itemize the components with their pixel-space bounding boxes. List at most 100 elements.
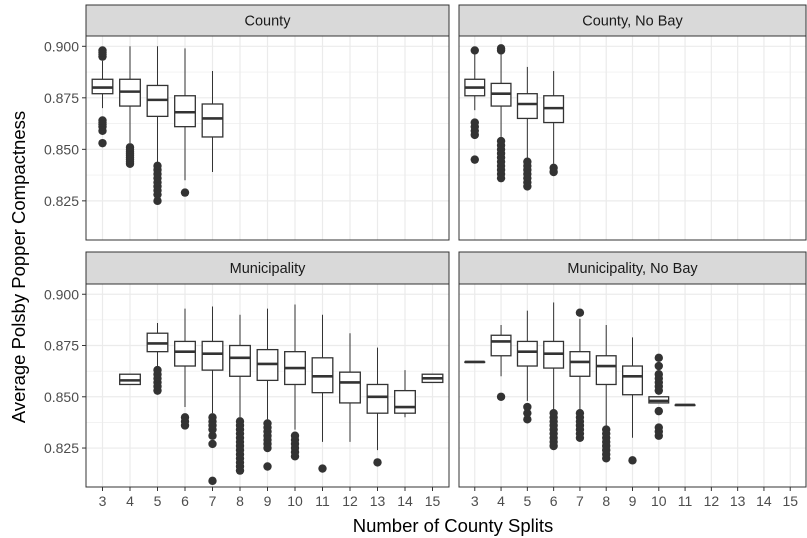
outlier-point (470, 46, 479, 55)
x-tick-label: 3 (471, 493, 479, 509)
box-municipality-x5 (146, 322, 169, 395)
x-tick-label: 8 (602, 493, 610, 509)
box-iqr (174, 340, 196, 367)
box-municipality-no-bay-x11 (674, 403, 696, 407)
box-county-x5 (146, 46, 169, 206)
box-municipality-no-bay-x7 (569, 308, 591, 442)
box-municipality-no-bay-x9 (621, 337, 644, 465)
facet-panel-county-no-bay: County, No Bay (458, 4, 807, 241)
x-tick-label: 8 (236, 493, 244, 509)
box-municipality-x8 (229, 314, 251, 475)
outlier-point (496, 136, 506, 146)
x-tick-label: 5 (523, 493, 531, 509)
x-tick-label: 9 (629, 493, 637, 509)
x-tick-label: 15 (425, 493, 441, 509)
box-municipality-no-bay-x4 (490, 325, 512, 401)
outlier-point (180, 188, 190, 197)
outlier-point (654, 361, 663, 371)
x-tick-label: 7 (576, 493, 584, 509)
x-tick-label: 10 (651, 493, 667, 509)
box-municipality-x11 (311, 314, 334, 473)
box-municipality-x13 (366, 347, 389, 467)
y-tick-label: 0.825 (44, 440, 79, 456)
outlier-point (153, 365, 162, 375)
outlier-point (549, 163, 558, 173)
outlier-point (263, 419, 272, 428)
box-iqr (201, 340, 224, 371)
outlier-point (318, 464, 327, 473)
box-iqr (394, 389, 416, 414)
outlier-point (602, 425, 611, 434)
x-tick-label: 4 (126, 493, 134, 509)
y-tick-label: 0.850 (44, 141, 79, 157)
box-county-x3 (91, 46, 114, 148)
outlier-point (208, 439, 217, 449)
box-municipality-no-bay-x8 (595, 325, 617, 463)
outlier-point (628, 456, 637, 465)
x-tick-label: 11 (678, 493, 693, 509)
box-municipality-no-bay-x6 (543, 302, 565, 451)
box-iqr (339, 371, 361, 404)
outlier-point (290, 431, 300, 440)
outlier-point (98, 46, 107, 55)
outlier-point (654, 370, 663, 379)
outlier-point (98, 116, 107, 125)
outlier-point (125, 143, 135, 152)
facet-strip-label: Municipality (230, 261, 306, 277)
box-municipality-no-bay-x10 (648, 353, 670, 440)
x-tick-label: 5 (154, 493, 162, 509)
box-county-x6 (174, 48, 196, 197)
outlier-point (575, 408, 585, 418)
outlier-point (496, 44, 506, 53)
outlier-point (523, 402, 532, 412)
box-iqr (366, 383, 389, 414)
facet-panel-municipality-no-bay: Municipality, No Bay 3 4 5 6 7 8 9 10 11 12 13 14 15 (458, 251, 807, 509)
box-municipality-x14 (394, 370, 416, 418)
box-iqr (201, 103, 224, 138)
x-tick-label: 10 (287, 493, 303, 509)
box-iqr (621, 365, 644, 396)
box-municipality-no-bay-x3 (464, 360, 486, 364)
outlier-point (549, 408, 558, 418)
outlier-point (208, 431, 217, 440)
box-county-x4 (119, 46, 141, 168)
box-iqr (516, 93, 538, 120)
outlier-point (208, 413, 217, 422)
x-tick-label: 15 (782, 493, 798, 509)
outlier-point (470, 118, 479, 127)
outlier-point (98, 138, 107, 148)
box-county-no-bay-x3 (464, 46, 486, 164)
outlier-point (496, 392, 506, 401)
facet-strip-label: County, No Bay (582, 14, 683, 30)
facet-strip-label: Municipality, No Bay (567, 261, 698, 277)
outlier-point (523, 157, 532, 166)
x-tick-label: 13 (730, 493, 746, 509)
box-municipality-x4 (119, 373, 141, 386)
outlier-point (180, 413, 190, 422)
outlier-point (153, 196, 162, 206)
box-municipality-x7 (201, 306, 224, 486)
x-tick-label: 9 (264, 493, 272, 509)
box-county-x7 (201, 71, 224, 172)
box-iqr (595, 355, 617, 386)
panel-border (85, 35, 450, 241)
outlier-point (523, 415, 532, 424)
outlier-point (575, 308, 585, 317)
outlier-point (470, 155, 479, 164)
outlier-point (654, 423, 663, 432)
box-municipality-x12 (339, 333, 361, 442)
box-municipality-x15 (421, 373, 444, 384)
facet-strip (85, 251, 450, 285)
x-tick-label: 14 (756, 493, 772, 509)
x-tick-label: 7 (209, 493, 217, 509)
x-tick-label: 4 (497, 493, 505, 509)
y-axis-title: Average Polsby Popper Compactness (8, 111, 29, 423)
box-county-no-bay-x6 (543, 71, 565, 177)
y-tick-label: 0.850 (44, 389, 79, 405)
facet-strip-label: County (245, 14, 292, 30)
outlier-point (373, 458, 382, 467)
box-iqr (229, 344, 251, 377)
x-tick-label: 3 (99, 493, 107, 509)
